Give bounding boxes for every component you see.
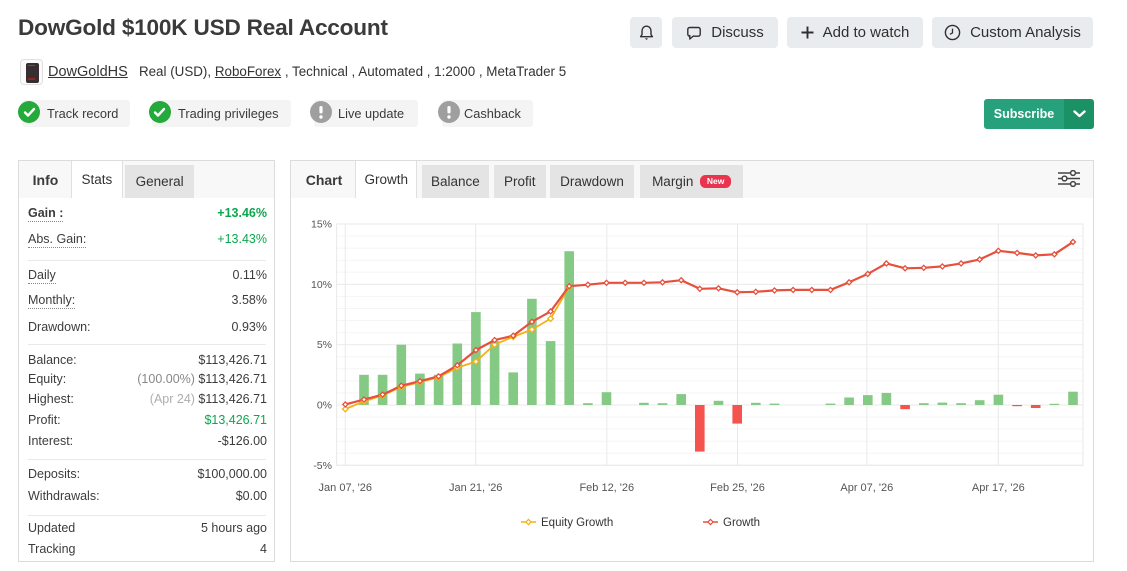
svg-text:Equity Growth: Equity Growth — [541, 517, 613, 529]
svg-text:5%: 5% — [317, 339, 332, 351]
svg-text:0%: 0% — [317, 400, 332, 412]
svg-text:10%: 10% — [311, 279, 332, 291]
svg-text:-5%: -5% — [313, 460, 332, 472]
svg-text:Apr 07, '26: Apr 07, '26 — [840, 482, 893, 494]
svg-text:Feb 25, '26: Feb 25, '26 — [710, 482, 765, 494]
svg-text:Feb 12, '26: Feb 12, '26 — [579, 482, 634, 494]
svg-text:Apr 17, '26: Apr 17, '26 — [972, 482, 1025, 494]
svg-text:15%: 15% — [311, 219, 332, 231]
svg-text:Growth: Growth — [723, 517, 760, 529]
svg-text:Jan 21, '26: Jan 21, '26 — [449, 482, 502, 494]
svg-text:Jan 07, '26: Jan 07, '26 — [319, 482, 372, 494]
